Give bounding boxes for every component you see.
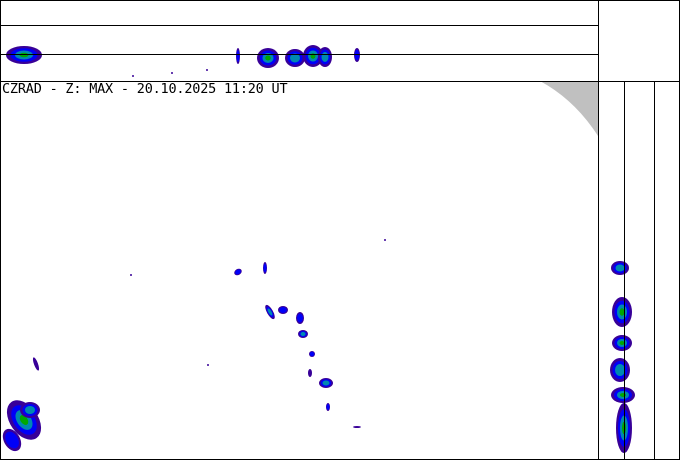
echo-cell <box>612 335 632 351</box>
echo-level-4 <box>619 341 625 345</box>
echo-level-2 <box>297 313 303 323</box>
echo-level-4 <box>619 308 625 316</box>
echo-cell <box>384 239 386 241</box>
echo-level-1 <box>384 239 386 241</box>
echo-cell <box>20 402 40 418</box>
echo-level-3 <box>25 406 35 414</box>
echo-cell <box>353 426 361 428</box>
echo-level-2 <box>263 263 267 273</box>
echo-level-4 <box>620 393 626 397</box>
echo-cell <box>207 364 209 366</box>
echo-level-3 <box>290 53 300 63</box>
echo-cell <box>257 48 279 68</box>
echo-cell <box>611 387 635 403</box>
echo-level-3 <box>300 332 306 336</box>
echo-cell <box>278 306 288 314</box>
echo-cell <box>285 49 305 67</box>
echo-cell <box>611 261 629 275</box>
echo-level-3 <box>267 308 273 316</box>
echo-cell <box>130 274 132 276</box>
echo-level-2 <box>5 431 19 449</box>
echo-cell <box>171 72 173 74</box>
echo-cell <box>326 403 330 411</box>
echo-level-1 <box>32 357 40 371</box>
echo-level-2 <box>309 351 315 357</box>
echo-level-4 <box>265 55 271 61</box>
echo-level-1 <box>206 69 208 71</box>
echo-cell <box>206 69 208 71</box>
echo-cell <box>318 47 332 67</box>
echo-cell <box>234 268 242 276</box>
echo-level-3 <box>321 52 329 62</box>
echo-cell <box>303 45 323 67</box>
echo-level-1 <box>353 426 361 428</box>
echo-level-2 <box>236 50 240 62</box>
echo-level-1 <box>308 369 312 377</box>
echo-cell <box>32 357 40 371</box>
echo-level-3 <box>322 380 330 386</box>
echo-level-2 <box>326 404 330 410</box>
echo-cell <box>296 312 304 324</box>
echo-cell <box>236 48 240 64</box>
echo-cell <box>309 351 315 357</box>
echo-level-1 <box>207 364 209 366</box>
precipitation-echoes <box>2 45 635 453</box>
out-of-range-area <box>540 81 598 136</box>
echo-level-1 <box>171 72 173 74</box>
echo-level-1 <box>130 274 132 276</box>
echo-cell <box>2 428 22 452</box>
echo-level-1 <box>132 75 134 77</box>
echo-cell <box>265 304 275 320</box>
echo-level-3 <box>615 264 625 272</box>
echo-level-2 <box>235 269 241 275</box>
echo-cell <box>308 369 312 377</box>
echo-cell <box>298 330 308 338</box>
echo-cell <box>612 297 632 327</box>
echo-level-2 <box>279 307 287 313</box>
echo-level-3 <box>615 364 625 376</box>
radar-title: CZRAD - Z: MAX - 20.10.2025 11:20 UT <box>2 81 288 97</box>
echo-cell <box>610 358 630 382</box>
echo-cell <box>263 262 267 274</box>
echo-level-4 <box>19 415 29 425</box>
echo-cell <box>319 378 333 388</box>
echo-cell <box>132 75 134 77</box>
